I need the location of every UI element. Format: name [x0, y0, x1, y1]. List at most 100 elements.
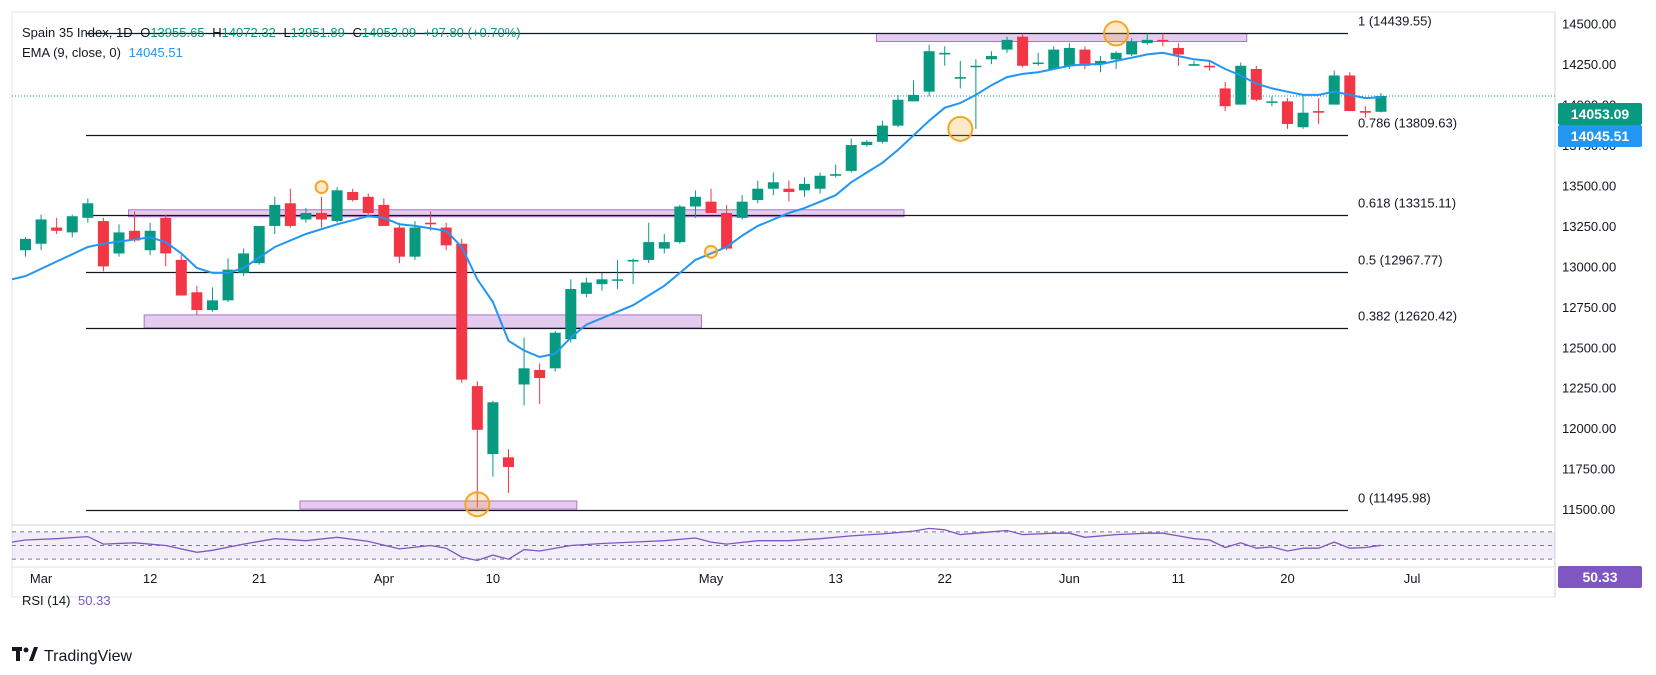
candle-up — [876, 125, 888, 142]
fibonacci-levels: 1 (14439.55) 0.786 (13809.63) 0.618 (13315… — [12, 14, 1555, 512]
candle-up — [1235, 65, 1247, 105]
candle-up — [549, 332, 561, 369]
candle-up — [689, 196, 701, 207]
candle-down — [783, 188, 795, 192]
price-tick-label: 12750.00 — [1562, 300, 1616, 315]
candlesticks[interactable] — [20, 33, 1387, 508]
symbol-title[interactable]: Spain 35 Index, 1D — [22, 25, 133, 40]
candle-up — [1110, 52, 1122, 60]
candle-down — [502, 457, 514, 467]
price-tick-label: 12500.00 — [1562, 340, 1616, 355]
candle-down — [191, 292, 203, 311]
candle-down — [347, 191, 359, 201]
candle-up — [970, 65, 982, 68]
chart-border — [11, 11, 1556, 598]
ema-path-start — [11, 275, 26, 281]
candle-down — [1359, 111, 1371, 113]
fib-level-label: 0 (11495.98) — [1358, 491, 1431, 506]
candle-up — [799, 183, 810, 191]
candle-up — [1188, 64, 1200, 66]
candle-down — [1157, 39, 1169, 42]
candle-down — [471, 386, 483, 430]
candle-up — [830, 174, 842, 176]
price-tick-label: 13000.00 — [1562, 259, 1616, 274]
price-tick-label: 14250.00 — [1562, 57, 1616, 72]
candle-up — [113, 232, 125, 254]
candle-down — [534, 369, 546, 379]
candle-up — [752, 188, 764, 201]
candle-down — [1281, 101, 1293, 125]
candle-up — [954, 77, 966, 79]
candle-down — [456, 243, 468, 380]
rsi-legend[interactable]: RSI (14) 50.33 — [22, 593, 115, 608]
candle-up — [939, 52, 951, 55]
time-tick-label: 13 — [828, 571, 842, 586]
chart-frame — [11, 11, 1556, 598]
candle-up — [20, 238, 31, 251]
price-tick-label: 13250.00 — [1562, 219, 1616, 234]
brand-name: TradingView — [44, 647, 133, 665]
candle-down — [51, 227, 63, 231]
rsi-line — [11, 527, 1382, 562]
candle-up — [596, 279, 608, 285]
price-tick-label: 13500.00 — [1562, 178, 1616, 193]
candle-down — [1079, 49, 1091, 66]
candle-up — [1032, 62, 1044, 65]
candle-down — [1017, 36, 1029, 66]
fib-level-label: 0.5 (12967.77) — [1358, 253, 1443, 268]
low-value: 13951.89 — [290, 25, 345, 40]
open-label: O — [140, 25, 151, 40]
candle-down — [721, 212, 733, 249]
candle-up — [238, 253, 250, 273]
ema-value: 14045.51 — [128, 45, 183, 60]
candle-up — [923, 51, 935, 92]
candle-down — [1344, 75, 1356, 112]
time-tick-label: 11 — [1172, 571, 1186, 586]
ema-legend[interactable]: EMA (9, close, 0) 14045.51 — [22, 45, 187, 60]
candle-up — [253, 225, 265, 264]
candle-up — [1266, 101, 1278, 103]
rsi-value-tag: 50.33 — [1558, 566, 1642, 588]
candle-up — [736, 201, 748, 218]
candle-down — [1219, 88, 1231, 107]
zone-rect — [875, 32, 1248, 43]
last-price-tag: 14053.09 — [1558, 103, 1642, 125]
candle-up — [1375, 96, 1387, 112]
time-axis[interactable]: Mar 12 21 Apr 10 May 13 22 Jun 11 20 Jul — [30, 571, 1421, 586]
candle-down — [175, 259, 187, 296]
candle-up — [487, 402, 499, 455]
candle-down — [440, 227, 452, 246]
circle-markers — [314, 20, 1130, 518]
price-tick-label: 14500.00 — [1562, 17, 1616, 32]
candle-up — [35, 219, 47, 244]
time-tick-label: 22 — [937, 571, 951, 586]
time-tick-label: Jul — [1404, 571, 1421, 586]
candle-up — [1048, 49, 1060, 70]
candle-up — [82, 203, 94, 218]
circle-marker — [314, 180, 329, 195]
candle-up — [206, 300, 218, 311]
zone-rect — [143, 314, 702, 329]
candle-up — [269, 204, 281, 226]
candle-up — [658, 242, 670, 249]
ema-label: EMA (9, close, 0) — [22, 45, 121, 60]
circle-marker — [464, 491, 491, 518]
candle-down — [284, 203, 296, 226]
rsi-pane[interactable] — [11, 527, 1555, 562]
candle-up — [985, 56, 997, 60]
candle-up — [1141, 39, 1153, 44]
tradingview-logo[interactable]: TradingView — [12, 647, 132, 666]
time-tick-label: 20 — [1280, 571, 1294, 586]
candle-up — [861, 141, 873, 146]
change-value: +97.80 (+0.70%) — [423, 25, 521, 40]
candle-down — [378, 204, 390, 226]
candle-up — [144, 230, 156, 251]
ema-path — [25, 51, 1382, 359]
candle-down — [425, 222, 437, 225]
rsi-label: RSI (14) — [22, 593, 71, 608]
candle-up — [580, 282, 592, 294]
circle-marker — [1103, 20, 1130, 47]
open-value: 13955.65 — [150, 25, 205, 40]
price-axis[interactable]: 11500.00 11750.00 12000.00 12250.00 12500.00… — [1562, 17, 1616, 517]
